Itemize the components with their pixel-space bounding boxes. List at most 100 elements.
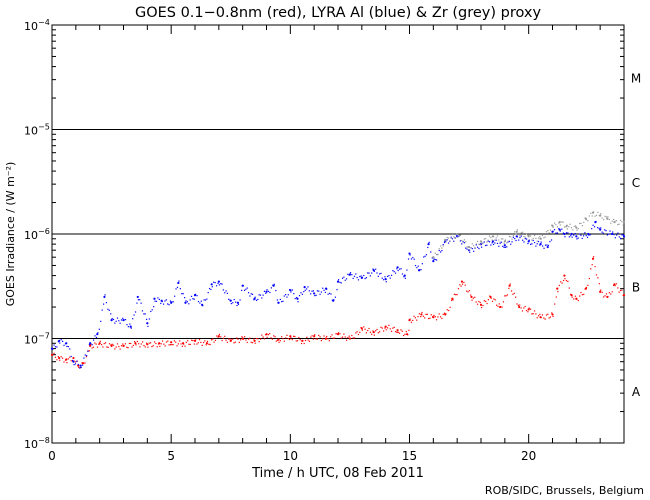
series-trace-dot — [330, 293, 332, 295]
data-point — [539, 243, 542, 246]
series-trace-dot — [559, 230, 561, 232]
series-trace-dot — [114, 348, 116, 350]
series-trace-dot — [581, 237, 583, 240]
series-trace-dot — [412, 319, 414, 322]
series-trace-dot — [535, 237, 537, 239]
series-trace-dot — [100, 344, 103, 346]
series-trace-dot — [385, 281, 387, 283]
series-trace-dot — [619, 289, 622, 292]
series-trace-dot — [108, 343, 111, 345]
series-trace-dot — [120, 345, 123, 347]
series-trace-dot — [383, 330, 385, 332]
series-trace-dot — [605, 293, 608, 295]
series-trace-dot — [290, 291, 292, 293]
series-trace-dot — [561, 282, 563, 284]
y-axis-label: GOES Irradiance / (W m⁻²) — [4, 162, 17, 307]
series-trace-dot — [451, 233, 454, 236]
data-point — [599, 214, 602, 217]
data-point — [479, 240, 483, 243]
series-trace-dot — [222, 289, 225, 291]
series-trace-dot — [115, 320, 117, 322]
series-trace-dot — [249, 337, 251, 339]
data-point — [277, 301, 280, 304]
data-point — [610, 232, 614, 236]
series-trace-dot — [434, 258, 436, 261]
series-trace-dot — [343, 333, 345, 335]
series-trace-dot — [490, 244, 492, 246]
series-trace-dot — [368, 327, 370, 330]
data-point — [420, 313, 423, 316]
series-trace-dot — [240, 339, 242, 341]
series-trace-dot — [537, 240, 540, 243]
series-trace-dot — [79, 366, 82, 369]
series-trace-dot — [294, 297, 296, 300]
series-trace-dot — [392, 270, 394, 272]
series-trace-dot — [423, 256, 425, 258]
series-trace-dot — [418, 313, 420, 315]
series-trace-dot — [414, 264, 417, 267]
series-trace-dot — [428, 317, 430, 320]
series-trace-dot — [303, 291, 305, 293]
series-trace-dot — [591, 264, 593, 266]
series-trace-dot — [364, 328, 366, 330]
data-point — [153, 297, 156, 300]
series-trace-dot — [124, 343, 127, 345]
series-trace-dot — [389, 277, 391, 279]
data-point — [539, 316, 542, 319]
data-point — [584, 287, 587, 290]
data-point — [158, 342, 161, 345]
series-trace-dot — [285, 294, 287, 296]
series-trace-dot — [323, 289, 325, 291]
series-trace-dot — [262, 294, 264, 296]
series-trace-dot — [168, 304, 170, 306]
series-trace-dot — [602, 232, 605, 234]
data-point — [360, 276, 363, 280]
series-trace-dot — [439, 316, 442, 318]
series-trace-dot — [558, 228, 560, 230]
series-trace-dot — [258, 294, 260, 296]
data-point — [50, 353, 54, 356]
series-trace-dot — [165, 299, 167, 301]
series-trace-dot — [547, 313, 549, 315]
series-trace-dot — [236, 304, 238, 307]
series-trace-dot — [489, 295, 491, 297]
series-trace-dot — [478, 243, 480, 246]
series-trace-dot — [184, 297, 186, 299]
series-trace-dot — [286, 296, 288, 298]
series-trace-dot — [310, 336, 312, 338]
series-trace-dot — [600, 213, 602, 215]
series-trace-dot — [610, 293, 612, 295]
series-trace-dot — [413, 315, 415, 317]
series-trace-dot — [153, 341, 156, 343]
series-trace-dot — [498, 245, 500, 247]
series-trace-dot — [397, 331, 399, 334]
series-trace-dot — [492, 243, 495, 246]
series-trace-dot — [482, 242, 484, 245]
series-trace-dot — [573, 298, 575, 300]
series-trace-dot — [400, 329, 402, 331]
series-trace-dot — [617, 287, 619, 289]
series-trace-dot — [477, 240, 479, 243]
series-trace-dot — [574, 232, 576, 235]
series-trace-dot — [63, 361, 65, 363]
series-trace-dot — [562, 221, 564, 223]
data-point — [217, 280, 220, 283]
series-trace-dot — [409, 318, 411, 320]
series-trace-dot — [446, 236, 448, 239]
data-point — [515, 235, 518, 238]
series-trace-dot — [139, 299, 141, 301]
series-trace-dot — [167, 303, 169, 305]
series-trace-dot — [447, 242, 450, 244]
data-point — [313, 335, 316, 338]
series-trace-dot — [553, 229, 556, 231]
series-trace-dot — [349, 272, 352, 274]
series-trace-dot — [250, 341, 252, 343]
data-point — [296, 297, 299, 300]
series-trace-dot — [465, 247, 467, 249]
series-trace-dot — [579, 295, 581, 297]
data-point — [606, 295, 609, 299]
series-trace-dot — [67, 346, 69, 348]
series-trace-dot — [620, 237, 622, 239]
series-trace-dot — [156, 346, 158, 348]
series-trace-dot — [613, 233, 615, 236]
